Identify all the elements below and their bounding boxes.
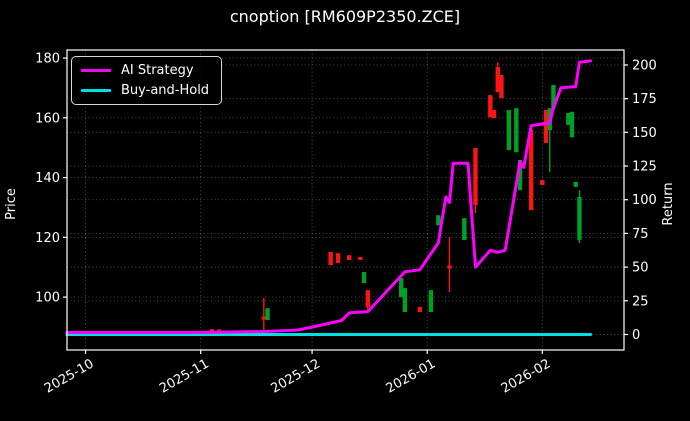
candle-body (347, 255, 352, 261)
candle-body (428, 290, 434, 313)
candle-body (543, 110, 549, 143)
price-tick-label: 100 (35, 291, 60, 306)
legend-label-buy-and-hold: Buy-and-Hold (121, 83, 210, 98)
candle-body (361, 272, 367, 284)
legend-label-ai-strategy: AI Strategy (121, 63, 194, 78)
candle-body (528, 130, 534, 211)
candle-body (551, 84, 556, 109)
candle-body (517, 159, 523, 191)
chart-title: cnoption [RM609P2350.ZCE] (229, 7, 461, 26)
candle-body (569, 111, 575, 138)
candle-body (495, 67, 500, 93)
x-tick-label: 2025-10 (42, 356, 97, 396)
return-tick-label: 25 (632, 294, 649, 309)
candle-body (499, 75, 504, 99)
candle-body (335, 253, 341, 264)
x-tick-label: 2026-01 (384, 356, 439, 396)
price-tick-label: 120 (35, 231, 60, 246)
price-tick-label: 160 (35, 111, 60, 126)
legend-item-buy-and-hold: Buy-and-Hold (81, 83, 209, 98)
candle-body (399, 277, 404, 298)
x-tick-label: 2026-02 (499, 356, 554, 396)
series-lines (65, 59, 593, 336)
candle-body (506, 110, 512, 151)
y-axis-label-price: Price (4, 188, 19, 220)
candle-body (217, 329, 222, 331)
ai-strategy-line-swatch (81, 68, 111, 73)
candle-body (328, 251, 333, 266)
return-tick-label: 75 (632, 227, 649, 242)
ai-strategy-line (65, 59, 593, 334)
candle-body (566, 113, 571, 125)
price-tick-label: 140 (35, 171, 60, 186)
candle-body (436, 215, 441, 226)
candle-body (540, 179, 545, 186)
return-tick-label: 50 (632, 261, 649, 276)
return-tick-label: 175 (632, 92, 657, 107)
legend-item-ai-strategy: AI Strategy (81, 63, 209, 78)
candle-body (402, 288, 408, 313)
candle-body (573, 182, 578, 187)
candle-body (365, 290, 370, 308)
y-axis-label-return: Return (661, 182, 676, 225)
candle-body (265, 308, 270, 321)
candle-body (417, 306, 422, 313)
candle-body (488, 95, 493, 118)
candle-body (209, 329, 215, 332)
return-tick-label: 0 (632, 328, 640, 343)
candle-body (491, 110, 497, 119)
candle-body (577, 197, 582, 241)
buy-and-hold-line-swatch (81, 88, 111, 93)
price-tick-label: 180 (35, 52, 60, 67)
x-tick-label: 2025-12 (269, 356, 324, 396)
candle-body (358, 257, 363, 261)
candlesticks (209, 62, 582, 333)
candle-body (447, 265, 452, 269)
candle-body (261, 316, 267, 320)
return-tick-label: 150 (632, 126, 657, 141)
return-tick-label: 200 (632, 58, 657, 73)
candle-body (462, 218, 467, 241)
x-tick-label: 2025-11 (157, 356, 212, 396)
candle-body (514, 108, 519, 153)
return-tick-label: 125 (632, 160, 657, 175)
candle-body (473, 148, 478, 206)
legend: AI Strategy Buy-and-Hold (71, 56, 223, 105)
return-tick-label: 100 (632, 193, 657, 208)
